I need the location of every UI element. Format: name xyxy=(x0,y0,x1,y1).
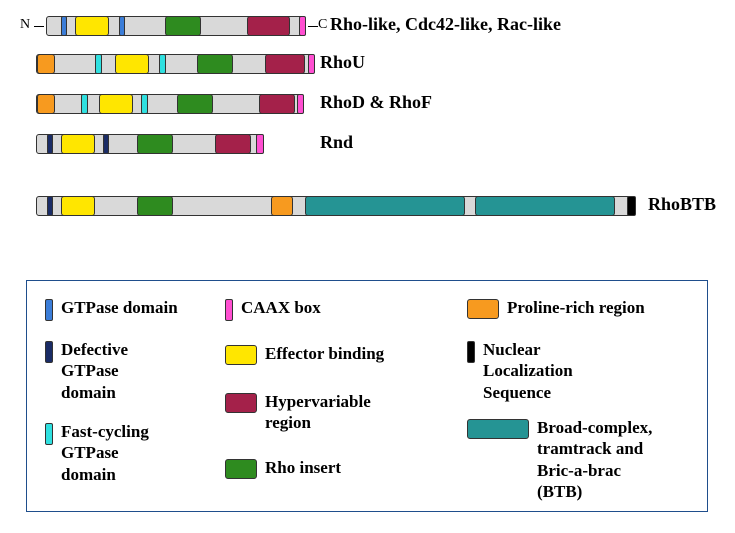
legend-label: CAAX box xyxy=(241,297,321,318)
domain-rho-like-0 xyxy=(61,16,67,36)
domain-rhobtb-5 xyxy=(475,196,615,216)
protein-bar-rhod xyxy=(36,94,304,114)
legend-item-1: CAAX box xyxy=(225,297,395,321)
legend-swatch xyxy=(467,419,529,439)
domain-rhou-2 xyxy=(115,54,149,74)
domain-rhou-0 xyxy=(37,54,55,74)
legend-label: GTPase domain xyxy=(61,297,178,318)
legend-box: GTPase domain CAAX box Proline-rich region… xyxy=(26,280,708,512)
protein-bar-rho-like xyxy=(46,16,306,36)
legend-label: NuclearLocalizationSequence xyxy=(483,339,573,403)
legend-swatch xyxy=(45,341,53,363)
domain-rnd-1 xyxy=(61,134,95,154)
domain-rhod-0 xyxy=(37,94,55,114)
domain-rho-like-3 xyxy=(165,16,201,36)
domain-rhod-4 xyxy=(177,94,213,114)
domain-rho-like-1 xyxy=(75,16,109,36)
legend-item-6: Hypervariableregion xyxy=(225,391,425,434)
legend-label: DefectiveGTPasedomain xyxy=(61,339,128,403)
domain-rhod-6 xyxy=(297,94,304,114)
legend-item-9: Broad-complex,tramtrack andBric-a-brac(B… xyxy=(467,417,697,502)
protein-bar-rnd xyxy=(36,134,264,154)
protein-label-rhou: RhoU xyxy=(320,52,365,73)
c-terminal: C xyxy=(318,17,327,33)
protein-label-rhobtb: RhoBTB xyxy=(648,194,716,215)
domain-rhod-5 xyxy=(259,94,295,114)
legend-label: Effector binding xyxy=(265,343,384,364)
legend-swatch xyxy=(45,423,53,445)
domain-rhod-1 xyxy=(81,94,88,114)
domain-rho-like-2 xyxy=(119,16,125,36)
domain-rho-like-5 xyxy=(299,16,306,36)
legend-item-7: Fast-cyclingGTPasedomain xyxy=(45,421,215,485)
legend-item-0: GTPase domain xyxy=(45,297,225,321)
domain-rhod-2 xyxy=(99,94,133,114)
legend-swatch xyxy=(225,459,257,479)
domain-rhobtb-4 xyxy=(305,196,465,216)
legend-item-2: Proline-rich region xyxy=(467,297,687,319)
domain-rhobtb-1 xyxy=(61,196,95,216)
protein-label-rhod: RhoD & RhoF xyxy=(320,92,432,113)
legend-inner: GTPase domain CAAX box Proline-rich region… xyxy=(27,281,707,511)
domain-rhou-3 xyxy=(159,54,166,74)
legend-label: Rho insert xyxy=(265,457,341,478)
legend-item-8: Rho insert xyxy=(225,457,425,479)
legend-label: Broad-complex,tramtrack andBric-a-brac(B… xyxy=(537,417,652,502)
domain-rhou-1 xyxy=(95,54,102,74)
legend-swatch xyxy=(225,299,233,321)
domain-rnd-5 xyxy=(256,134,264,154)
domain-rnd-0 xyxy=(47,134,53,154)
domain-rhou-4 xyxy=(197,54,233,74)
domain-rhobtb-6 xyxy=(627,196,636,216)
domain-rnd-3 xyxy=(137,134,173,154)
legend-item-4: Effector binding xyxy=(225,343,425,365)
protein-label-rnd: Rnd xyxy=(320,132,353,153)
domain-rnd-4 xyxy=(215,134,251,154)
protein-bar-rhobtb xyxy=(36,196,636,216)
legend-swatch xyxy=(225,345,257,365)
legend-item-5: NuclearLocalizationSequence xyxy=(467,339,687,403)
protein-bar-rhou xyxy=(36,54,314,74)
domain-rhod-3 xyxy=(141,94,148,114)
legend-swatch xyxy=(467,341,475,363)
domain-rnd-2 xyxy=(103,134,109,154)
domain-rhobtb-2 xyxy=(137,196,173,216)
n-terminal: N xyxy=(20,17,30,33)
domain-rhobtb-3 xyxy=(271,196,293,216)
domain-rhou-6 xyxy=(308,54,315,74)
domain-rhou-5 xyxy=(265,54,305,74)
legend-label: Fast-cyclingGTPasedomain xyxy=(61,421,149,485)
legend-swatch xyxy=(225,393,257,413)
domain-rho-like-4 xyxy=(247,16,290,36)
domain-rhobtb-0 xyxy=(47,196,53,216)
legend-item-3: DefectiveGTPasedomain xyxy=(45,339,205,403)
legend-label: Proline-rich region xyxy=(507,297,645,318)
protein-label-rho-like: Rho-like, Cdc42-like, Rac-like xyxy=(330,14,561,35)
legend-swatch xyxy=(45,299,53,321)
legend-swatch xyxy=(467,299,499,319)
legend-label: Hypervariableregion xyxy=(265,391,371,434)
